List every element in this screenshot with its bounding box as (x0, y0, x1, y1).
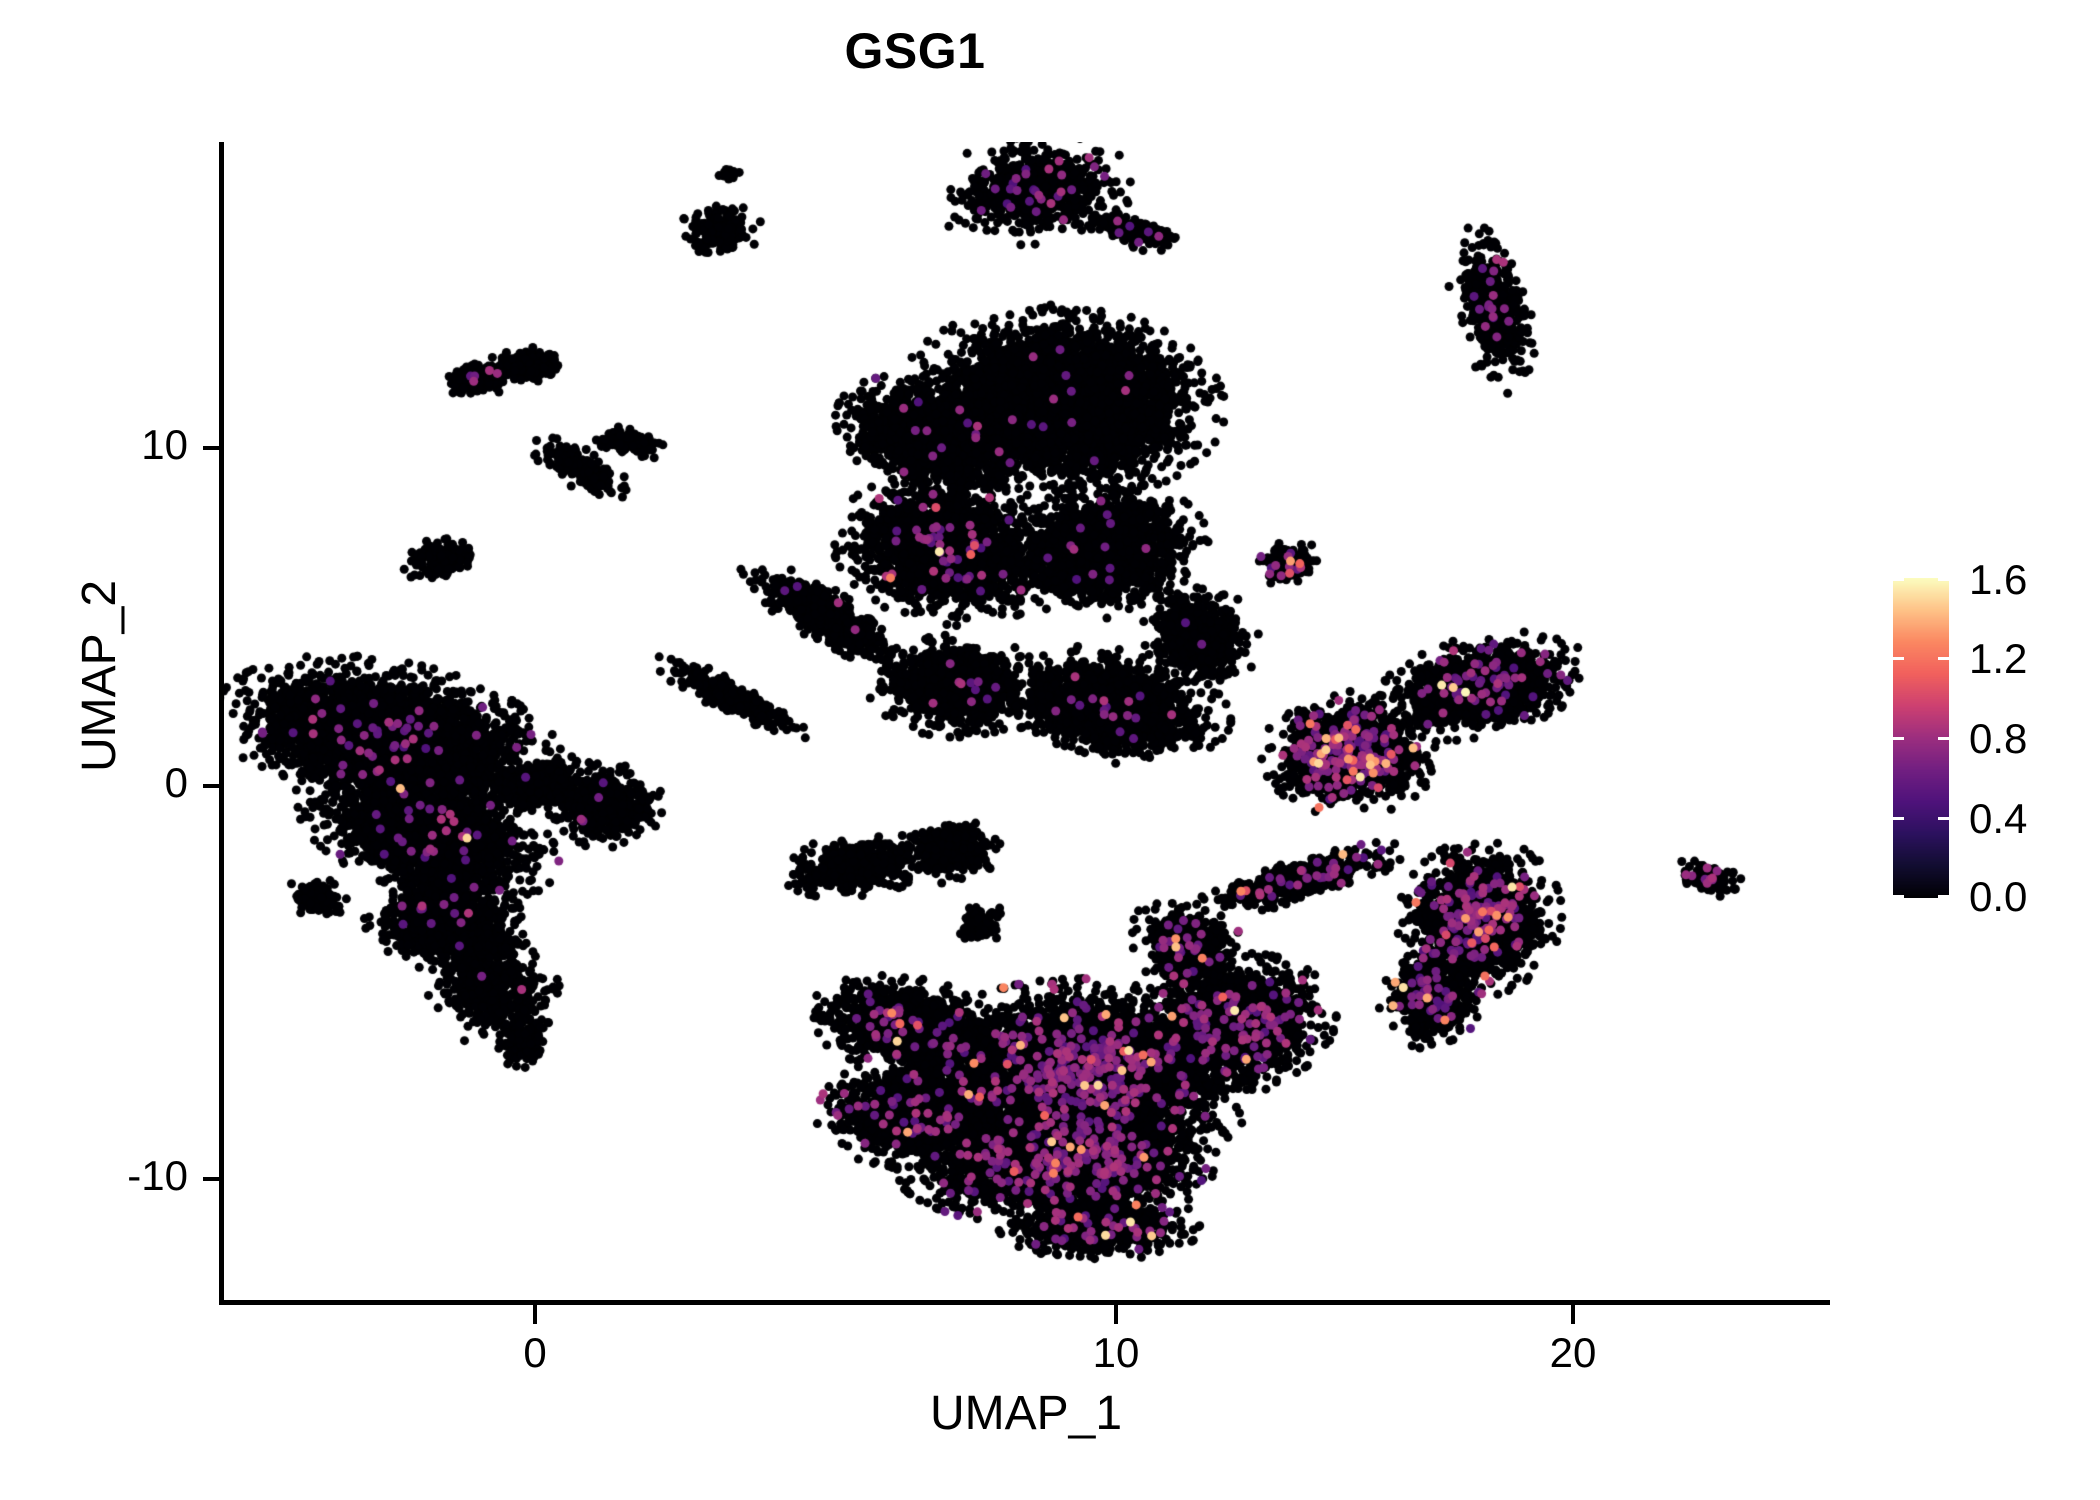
colorbar-tick-1-2-left (1893, 657, 1904, 660)
y-tick-label-0: 0 (164, 759, 188, 806)
colorbar-legend: 1.6 1.2 0.8 0.4 0.0 (1893, 559, 2078, 918)
page-title: GSG1 (844, 23, 986, 79)
x-axis-line (219, 1300, 1830, 1305)
y-axis-line (219, 142, 224, 1305)
colorbar-tick-0-8-right (1938, 737, 1949, 740)
x-axis-title: UMAP_1 (929, 1387, 1123, 1440)
colorbar-tick-0-0-left (1893, 895, 1904, 898)
colorbar-tick-1-6-left (1893, 578, 1904, 581)
x-tick-mark-0 (533, 1305, 537, 1324)
y-tick-label-10: 10 (141, 421, 188, 468)
colorbar-tick-0-4-left (1893, 817, 1904, 820)
colorbar-label-0-8: 0.8 (1969, 715, 2028, 762)
x-tick-mark-20 (1571, 1305, 1575, 1324)
y-tick-mark-neg10 (203, 1177, 222, 1181)
scatter-plot-panel (222, 142, 1830, 1302)
colorbar-label-1-2: 1.2 (1969, 635, 2028, 682)
colorbar-label-0-4: 0.4 (1969, 795, 2028, 842)
y-tick-label-neg10: -10 (127, 1152, 188, 1199)
y-tick-mark-10 (203, 446, 222, 450)
colorbar-tick-0-8-left (1893, 737, 1904, 740)
colorbar-label-1-6: 1.6 (1969, 556, 2028, 603)
x-tick-label-20: 20 (1549, 1329, 1597, 1376)
x-tick-label-10: 10 (1092, 1329, 1140, 1376)
y-axis-title: UMAP_2 (73, 579, 126, 773)
colorbar-tick-1-6-right (1938, 578, 1949, 581)
colorbar-tick-0-0-right (1938, 895, 1949, 898)
x-tick-label-0: 0 (523, 1329, 547, 1376)
colorbar-label-0-0: 0.0 (1969, 873, 2028, 920)
x-tick-mark-10 (1114, 1305, 1118, 1324)
colorbar-tick-0-4-right (1938, 817, 1949, 820)
y-tick-mark-0 (203, 784, 222, 788)
colorbar-tick-1-2-right (1938, 657, 1949, 660)
umap-scatter-canvas (222, 142, 1830, 1302)
